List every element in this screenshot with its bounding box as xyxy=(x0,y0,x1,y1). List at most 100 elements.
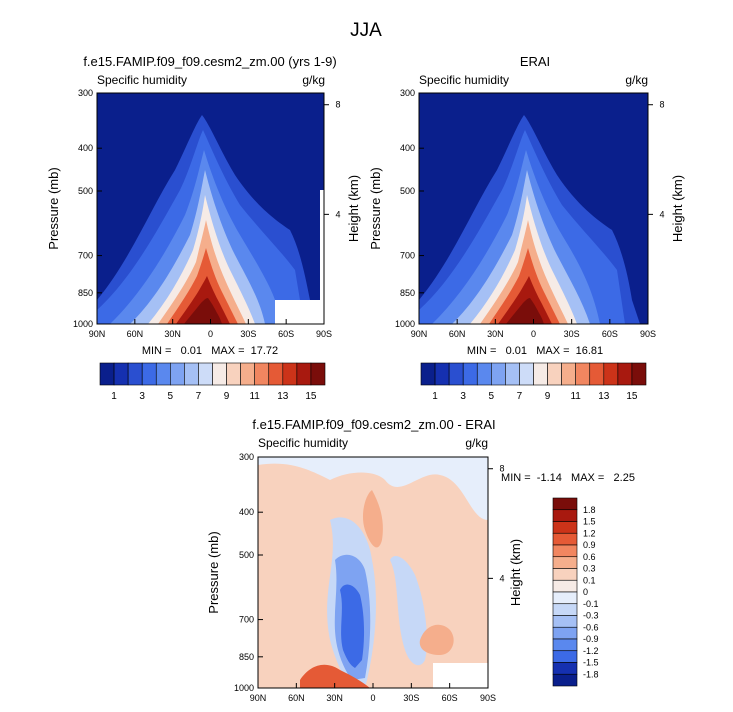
colorbar-swatch xyxy=(552,638,578,652)
colorbar-swatch xyxy=(127,362,143,386)
y-right-tick-label: 4 xyxy=(499,573,504,583)
colorbar-swatch xyxy=(589,362,605,386)
variable-label: Specific humidity xyxy=(97,73,187,87)
y-tick-label: 400 xyxy=(239,507,254,517)
colorbar-swatch xyxy=(240,362,255,386)
x-tick-label: 0 xyxy=(208,329,213,339)
y-tick-label: 850 xyxy=(400,288,415,298)
variable-label: Specific humidity xyxy=(258,436,348,450)
panel-title: f.e15.FAMIP.f09_f09.cesm2_zm.00 - ERAI xyxy=(252,417,495,432)
y-tick-label: 400 xyxy=(78,143,93,153)
x-tick-label: 90S xyxy=(316,329,332,339)
colorbar-swatch xyxy=(552,662,578,675)
colorbar-label: 7 xyxy=(196,391,202,402)
y-tick-label: 300 xyxy=(400,88,415,98)
colorbar-label: -0.9 xyxy=(583,634,599,644)
x-tick-label: 90N xyxy=(411,329,428,339)
panel-title: f.e15.FAMIP.f09_f09.cesm2_zm.00 (yrs 1-9… xyxy=(83,54,336,69)
colorbar-label: 0.6 xyxy=(583,552,596,562)
colorbar-label: 3 xyxy=(460,391,466,402)
y-tick-label: 1000 xyxy=(395,319,415,329)
x-tick-label: 30N xyxy=(487,329,504,339)
x-tick-label: 90N xyxy=(89,329,106,339)
colorbar-swatch xyxy=(552,544,578,558)
panel-erai: ERAI Specific humidity g/kg xyxy=(418,54,649,325)
colorbar-swatch xyxy=(552,532,578,546)
y-axis-label: Pressure (mb) xyxy=(46,167,61,249)
panel-difference: f.e15.FAMIP.f09_f09.cesm2_zm.00 - ERAI S… xyxy=(252,417,496,689)
colorbar-swatch xyxy=(113,362,129,386)
y-right-tick-label: 4 xyxy=(335,209,340,219)
y-tick-label: 700 xyxy=(78,251,93,261)
colorbar-label: 1 xyxy=(432,391,438,402)
y-right-tick-label: 8 xyxy=(659,100,664,110)
colorbar-swatch xyxy=(420,362,436,386)
colorbar-label: 1.2 xyxy=(583,528,596,538)
x-tick-label: 60N xyxy=(449,329,466,339)
y-tick-label: 500 xyxy=(239,550,254,560)
y-right-axis-label: Height (km) xyxy=(346,175,361,242)
colorbar-label: 0.1 xyxy=(583,575,596,585)
colorbar-swatch xyxy=(505,362,520,386)
y-tick-label: 850 xyxy=(78,288,93,298)
colorbar-label: 5 xyxy=(489,391,495,402)
units-label: g/kg xyxy=(302,73,325,87)
x-tick-label: 30S xyxy=(564,329,580,339)
colorbar-swatch xyxy=(310,362,326,386)
colorbar-label: -0.1 xyxy=(583,599,599,609)
colorbar-swatch xyxy=(155,362,171,386)
colorbar-swatch xyxy=(462,362,478,386)
colorbar-label: 0 xyxy=(583,587,588,597)
colorbar-label: 15 xyxy=(305,391,317,402)
colorbar-label: 13 xyxy=(598,391,610,402)
colorbar-swatch xyxy=(547,362,562,386)
colorbar-swatch xyxy=(296,362,312,386)
x-tick-label: 30N xyxy=(164,329,181,339)
y-axis-label: Pressure (mb) xyxy=(206,531,221,613)
colorbar-label: -1.8 xyxy=(583,669,599,679)
x-tick-label: 0 xyxy=(531,329,536,339)
colorbar-label: -0.6 xyxy=(583,622,599,632)
stats-label: MIN = -1.14 MAX = 2.25 xyxy=(501,472,635,484)
y-right-tick-label: 8 xyxy=(335,100,340,110)
colorbar-swatch xyxy=(198,362,213,386)
figure-title: JJA xyxy=(350,20,382,41)
colorbar-swatch xyxy=(99,362,115,386)
colorbar-swatch xyxy=(603,362,619,386)
units-label: g/kg xyxy=(465,436,488,450)
colorbar-label: 7 xyxy=(517,391,523,402)
colorbar-swatch xyxy=(533,362,548,386)
colorbar-swatch xyxy=(212,362,227,386)
colorbar-swatch xyxy=(552,497,578,511)
colorbar-swatch xyxy=(617,362,633,386)
plot-area xyxy=(258,457,488,688)
colorbar-label: 1.8 xyxy=(583,505,596,515)
colorbar-swatch xyxy=(552,626,578,640)
plot-area xyxy=(419,93,648,324)
colorbar-label: 15 xyxy=(626,391,638,402)
colorbar-swatch xyxy=(141,362,157,386)
colorbar-label: 13 xyxy=(277,391,289,402)
colorbar-label: 5 xyxy=(168,391,174,402)
colorbar-swatch xyxy=(552,650,578,663)
colorbar-swatch xyxy=(226,362,241,386)
colorbar-swatch xyxy=(552,603,578,616)
x-tick-label: 30S xyxy=(240,329,256,339)
panel-model: f.e15.FAMIP.f09_f09.cesm2_zm.00 (yrs 1-9… xyxy=(83,54,337,325)
y-right-tick-label: 8 xyxy=(499,464,504,474)
colorbar-label: -0.3 xyxy=(583,611,599,621)
plot-area xyxy=(97,93,324,324)
x-tick-label: 90S xyxy=(480,693,496,703)
colorbar-swatch xyxy=(552,673,578,687)
colorbar-swatch xyxy=(552,509,578,522)
axes-layer: 90N 60N 30N 0 30S 60S 90S300400500700850100084… xyxy=(46,88,685,703)
colorbar-swatch xyxy=(561,362,576,386)
colorbar-swatch xyxy=(519,362,534,386)
colorbar-label: 11 xyxy=(570,391,581,402)
colorbar-label: 1.5 xyxy=(583,517,596,527)
x-tick-label: 90N xyxy=(250,693,267,703)
x-tick-label: 60N xyxy=(127,329,144,339)
x-tick-label: 60S xyxy=(278,329,294,339)
x-tick-label: 60S xyxy=(602,329,618,339)
